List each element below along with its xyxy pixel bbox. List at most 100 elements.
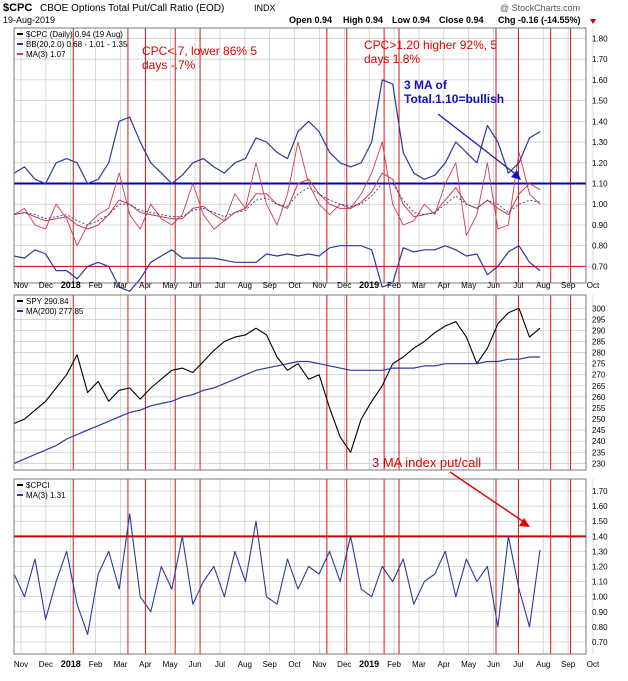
annotation-text: days 1.8% (364, 52, 420, 66)
y-tick-label: 300 (592, 304, 606, 313)
month-label: Mar (114, 281, 128, 290)
series-line-bb-upper (13, 79, 541, 185)
annotation-arrow-line (449, 471, 525, 523)
y-tick-label: 240 (592, 437, 606, 446)
header-close: Close 0.94 (439, 15, 484, 25)
panel-cpc: 0.70 0.80 0.90 1.00 1.10 1.20 1.30 1.40 1.50 1.60… (13, 27, 608, 292)
month-label: Feb (89, 660, 103, 669)
y-tick-label: 245 (592, 426, 606, 435)
month-label: Jun (487, 660, 500, 669)
annotation-text: 3 MA index put/call (372, 455, 481, 470)
header-low: Low 0.94 (392, 15, 430, 25)
month-label: Jun (189, 660, 202, 669)
month-label: May (163, 660, 178, 669)
y-tick-label: 255 (592, 404, 606, 413)
month-label: Feb (387, 281, 401, 290)
series-line-ma-3- (13, 172, 541, 230)
y-tick-label: 0.70 (592, 262, 608, 271)
month-label: Oct (587, 660, 600, 669)
panel-border (13, 478, 587, 655)
month-label: Jul (215, 281, 225, 290)
month-label: Mar (412, 281, 426, 290)
y-tick-label: 275 (592, 360, 606, 369)
panel-border (13, 294, 587, 471)
y-tick-label: 1.60 (592, 502, 608, 511)
month-label: Apr (139, 660, 152, 669)
month-label: Aug (238, 281, 252, 290)
month-label: Apr (438, 281, 451, 290)
header-name: CBOE Options Total Put/Call Ratio (EOD) (40, 3, 224, 14)
series-line-ma-3- (13, 513, 541, 635)
y-tick-label: 0.80 (592, 623, 608, 632)
header-symbol: $CPC (3, 2, 32, 14)
y-tick-label: 1.40 (592, 532, 608, 541)
y-tick-label: 1.50 (592, 517, 608, 526)
panel-border (13, 27, 587, 284)
annotation-text: 3 MA of (404, 78, 448, 92)
down-arrow-icon (590, 19, 596, 24)
y-tick-label: 1.30 (592, 547, 608, 556)
month-label: Jun (487, 281, 500, 290)
month-label: Apr (139, 281, 152, 290)
header-open: Open 0.94 (289, 15, 332, 25)
series-line-bb-middle (13, 183, 541, 226)
y-tick-label: 250 (592, 415, 606, 424)
month-label: Aug (536, 660, 550, 669)
month-label: Nov (14, 660, 28, 669)
month-label: Aug (536, 281, 550, 290)
y-tick-label: 0.80 (592, 242, 608, 251)
month-label: Dec (39, 660, 53, 669)
y-tick-label: 1.40 (592, 117, 608, 126)
y-tick-label: 1.80 (592, 34, 608, 43)
y-tick-label: 1.10 (592, 578, 608, 587)
month-label: Nov (14, 281, 28, 290)
legend-entry: MA(200) 277.85 (26, 307, 84, 316)
month-label: 2018 (61, 280, 81, 290)
month-label: Oct (288, 281, 301, 290)
y-tick-label: 1.50 (592, 97, 608, 106)
legend-entry: MA(3) 1.31 (26, 491, 66, 500)
month-label: Jul (513, 660, 523, 669)
month-label: 2019 (359, 659, 379, 669)
month-label: 2019 (359, 280, 379, 290)
y-tick-label: 1.20 (592, 159, 608, 168)
y-tick-label: 265 (592, 382, 606, 391)
y-tick-label: 235 (592, 448, 606, 457)
series-line-spy (13, 307, 541, 453)
header-credit: @ StockCharts.com (500, 3, 580, 13)
month-label: Oct (587, 281, 600, 290)
month-label: Jul (513, 281, 523, 290)
y-tick-label: 1.00 (592, 200, 608, 209)
y-tick-label: 1.70 (592, 55, 608, 64)
annotation-text: CPC<.7, lower 86% 5 (142, 44, 257, 58)
header-change: Chg -0.16 (-14.55%) (498, 15, 581, 25)
month-label: Mar (114, 660, 128, 669)
y-tick-label: 270 (592, 371, 606, 380)
y-tick-label: 260 (592, 393, 606, 402)
y-tick-label: 1.20 (592, 563, 608, 572)
chart-panels: 0.70 0.80 0.90 1.00 1.10 1.20 1.30 1.40 1.50 1.60… (13, 27, 608, 669)
panel-spy: 230 235 240 245 250 255 260 265 270 275 280 285 290 2… (13, 294, 606, 471)
month-label: Nov (312, 281, 326, 290)
annotation-text: days -.7% (142, 58, 196, 72)
month-label: Sep (561, 281, 576, 290)
header-date: 19-Aug-2019 (3, 15, 55, 25)
month-label: Sep (263, 281, 278, 290)
month-label: May (461, 660, 476, 669)
series-line--cpc (13, 141, 541, 247)
month-label: May (461, 281, 476, 290)
month-label: 2018 (61, 659, 81, 669)
month-label: Jun (189, 281, 202, 290)
y-tick-label: 290 (592, 326, 606, 335)
chart-header: $CPC CBOE Options Total Put/Call Ratio (… (3, 2, 596, 25)
header-high: High 0.94 (343, 15, 383, 25)
annotation-text: CPC>1.20 higher 92%, 5 (364, 38, 497, 52)
y-tick-label: 1.30 (592, 138, 608, 147)
month-label: Dec (337, 281, 351, 290)
series-line-bb-lower (13, 245, 541, 292)
y-tick-label: 0.90 (592, 608, 608, 617)
month-label: Nov (312, 660, 326, 669)
